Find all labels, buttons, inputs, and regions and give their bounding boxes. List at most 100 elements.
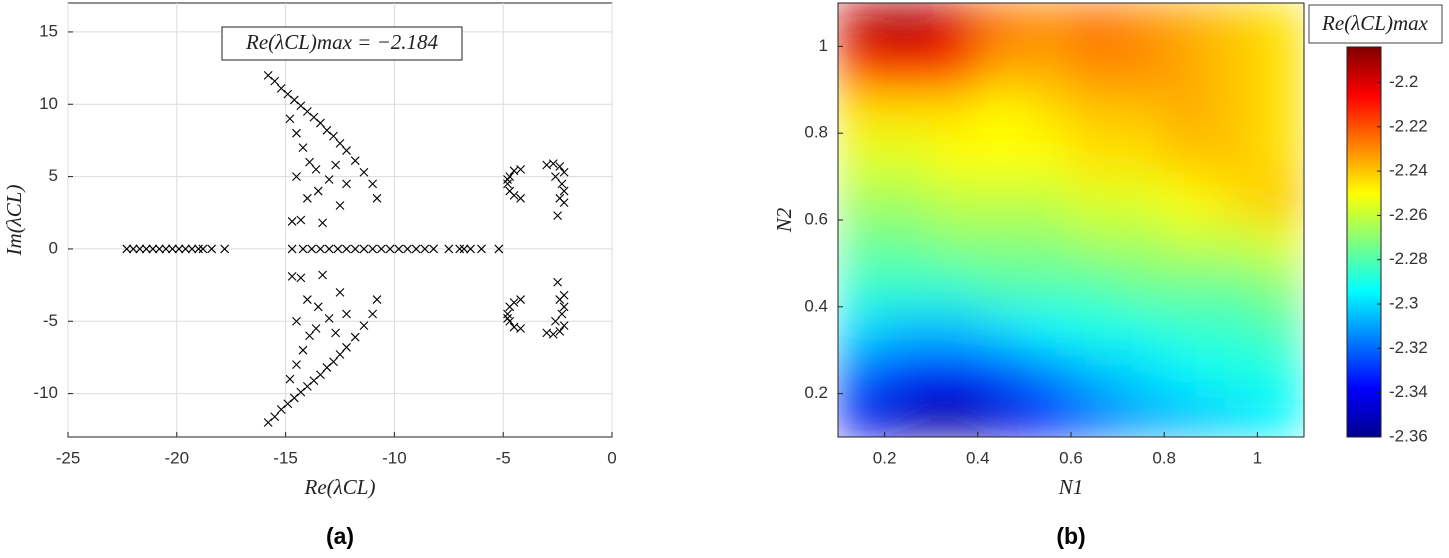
pole-marker: [559, 186, 569, 196]
heatmap: [838, 3, 1304, 437]
pole-marker: [350, 156, 360, 166]
heat-cell: [1070, 45, 1119, 91]
colorbar: [1346, 46, 1382, 438]
heat-cell: [1256, 349, 1304, 395]
heat-cell: [1117, 3, 1165, 47]
pole-marker: [331, 160, 341, 170]
x-tick-label: -5: [496, 448, 511, 467]
heat-cell: [1163, 132, 1212, 178]
pole-marker: [368, 309, 378, 319]
heat-cell: [1070, 176, 1119, 221]
panel-label: (b): [1056, 523, 1085, 549]
heat-cell: [1023, 176, 1072, 221]
pole-marker: [285, 114, 295, 124]
pole-marker: [311, 324, 321, 333]
heat-cell: [1163, 176, 1212, 221]
heat-cell: [884, 393, 932, 437]
pole-marker: [194, 244, 203, 254]
pole-marker: [298, 143, 308, 153]
heat-cell: [1210, 45, 1258, 91]
heat-cell: [1023, 349, 1072, 395]
pole-marker: [555, 162, 565, 171]
heat-cell: [1023, 306, 1072, 351]
y-tick-label: 0: [49, 238, 58, 257]
pole-marker: [122, 244, 132, 254]
pole-marker: [220, 244, 230, 254]
pole-marker: [207, 244, 217, 254]
heat-cell: [1210, 132, 1258, 178]
pole-marker: [459, 244, 469, 254]
heat-cell: [1163, 219, 1212, 264]
colorbar-tick-label: -2.2: [1389, 72, 1418, 91]
heat-cell: [1117, 306, 1165, 351]
pole-marker: [548, 329, 558, 339]
heat-cell: [1023, 393, 1072, 437]
y-tick-label: 15: [39, 21, 58, 40]
heat-cell: [1117, 132, 1165, 178]
pole-marker: [420, 244, 430, 254]
pole-marker: [494, 244, 504, 254]
heat-cell: [838, 306, 886, 351]
heat-cell: [930, 45, 979, 91]
panel-label: (a): [326, 523, 354, 549]
heat-cell: [1023, 219, 1072, 264]
pole-marker: [324, 313, 334, 323]
heat-cell: [884, 89, 932, 134]
heat-cell: [1210, 176, 1258, 221]
x-tick-label: 0.2: [873, 448, 897, 467]
x-tick-label: -25: [56, 448, 81, 467]
heat-cell: [1210, 262, 1258, 308]
pole-marker: [551, 316, 560, 326]
pole-marker: [305, 157, 314, 167]
heat-cell: [1210, 3, 1258, 47]
heat-cell: [1163, 3, 1212, 47]
y-axis-label: N2: [772, 207, 796, 233]
pole-marker: [316, 370, 325, 380]
pole-marker: [128, 244, 138, 254]
pole-marker: [298, 345, 308, 355]
heat-cell: [977, 262, 1025, 308]
pole-marker: [316, 244, 325, 254]
x-tick-label: -20: [165, 448, 190, 467]
pole-marker: [302, 193, 312, 203]
pole-marker: [292, 128, 301, 138]
heat-cell: [930, 3, 979, 47]
heat-cell: [1163, 306, 1212, 351]
heat-cell: [1256, 176, 1304, 221]
pole-marker: [553, 211, 562, 221]
heat-cell: [884, 132, 932, 178]
heat-cell: [1256, 45, 1304, 91]
pole-marker: [557, 179, 567, 189]
pole-marker: [135, 244, 145, 254]
x-tick-label: 1: [1253, 448, 1262, 467]
colorbar-tick-label: -2.34: [1389, 382, 1428, 401]
pole-marker: [292, 360, 301, 370]
y-tick-label: -10: [33, 383, 58, 402]
pole-marker: [148, 244, 158, 254]
pole-marker: [503, 175, 512, 184]
pole-marker: [350, 332, 360, 342]
pole-marker: [403, 244, 412, 254]
pole-marker: [553, 277, 562, 287]
heat-cell: [1256, 393, 1304, 437]
heat-cell: [930, 349, 979, 395]
heat-cell: [1210, 306, 1258, 351]
pole-marker: [559, 290, 569, 300]
pole-marker: [329, 357, 338, 367]
pole-marker: [331, 328, 341, 338]
pole-marker: [161, 244, 171, 254]
heat-cell: [838, 262, 886, 308]
pole-marker: [155, 244, 164, 254]
heat-cell: [1210, 219, 1258, 264]
annotation-box: [221, 26, 463, 61]
heat-cell: [884, 349, 932, 395]
pole-marker: [359, 321, 369, 330]
pole-marker: [292, 172, 301, 181]
heat-cell: [1256, 89, 1304, 134]
heat-cell: [930, 176, 979, 221]
pole-marker: [559, 302, 569, 312]
pole-marker: [516, 295, 525, 304]
pole-marker: [313, 186, 323, 196]
heat-cell: [1023, 132, 1072, 178]
pole-marker: [372, 193, 382, 203]
